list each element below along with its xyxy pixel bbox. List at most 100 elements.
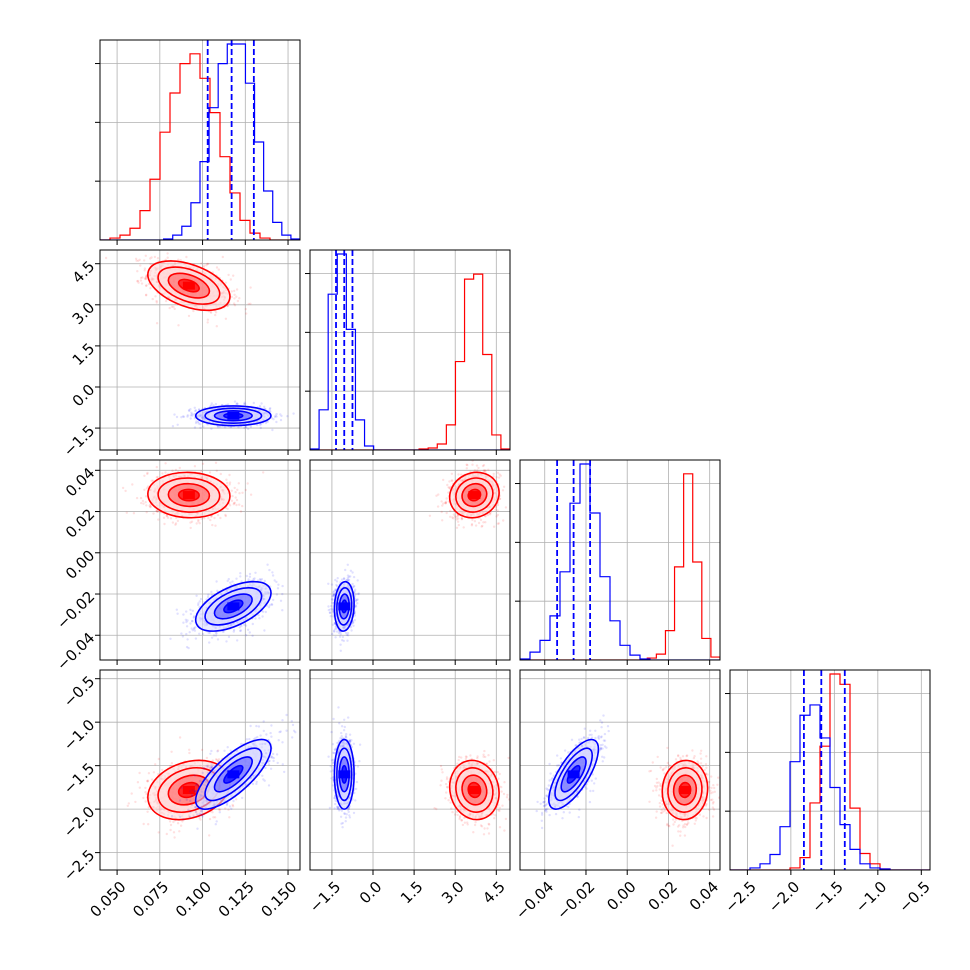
sample-point: [137, 259, 140, 262]
sample-point: [239, 629, 242, 633]
sample-point: [465, 467, 468, 470]
sample-point: [237, 482, 240, 485]
sample-point: [269, 407, 272, 410]
sample-point: [136, 270, 139, 273]
sample-point: [275, 412, 278, 416]
sample-point: [263, 629, 266, 632]
sample-point: [270, 603, 274, 606]
sample-point: [281, 592, 284, 596]
sample-point: [481, 524, 484, 528]
y-tick-label: 1.5: [69, 340, 99, 370]
sample-point: [153, 255, 157, 259]
sample-point: [189, 612, 193, 616]
y-tick-label: 0.0: [69, 381, 99, 411]
sample-point: [240, 580, 243, 583]
sample-point: [233, 486, 236, 490]
sample-point: [226, 481, 229, 485]
sample-point: [157, 518, 160, 521]
sample-point: [207, 517, 210, 520]
sample-point: [231, 494, 234, 498]
sample-point: [186, 638, 189, 641]
sample-point: [492, 525, 496, 528]
sample-point: [484, 470, 487, 473]
sample-point: [243, 426, 246, 430]
sample-point: [487, 468, 490, 471]
sample-point: [149, 262, 152, 266]
sample-point: [428, 514, 432, 517]
sample-point: [199, 426, 202, 429]
sample-point: [155, 509, 158, 513]
sample-point: [233, 304, 237, 307]
sample-point: [187, 646, 190, 650]
sample-point: [203, 264, 206, 267]
sample-point: [143, 488, 146, 491]
panel-frame: [99, 39, 301, 241]
sample-point: [455, 518, 458, 521]
sample-point: [281, 609, 284, 612]
sample-point: [451, 516, 454, 519]
sample-point: [214, 402, 218, 406]
sample-point: [264, 421, 268, 425]
sample-point: [247, 578, 250, 581]
sample-point: [261, 615, 264, 618]
sample-point: [145, 487, 149, 490]
sample-point: [275, 415, 278, 418]
panel-0-0: [95, 39, 301, 245]
sample-point: [174, 522, 178, 525]
sample-point: [482, 469, 486, 472]
sample-point: [232, 274, 235, 277]
sample-point: [477, 466, 480, 470]
sample-point: [185, 610, 188, 613]
sample-point: [254, 617, 257, 620]
sample-point: [236, 639, 239, 642]
sample-point: [209, 310, 212, 313]
panel-frame: [309, 249, 511, 451]
sample-point: [166, 516, 170, 519]
sample-point: [484, 469, 487, 472]
panel-body: [310, 460, 510, 660]
sample-point: [149, 287, 152, 290]
sample-point: [226, 579, 229, 583]
sample-point: [496, 509, 499, 512]
panel-frame: [99, 459, 301, 661]
sample-point: [139, 279, 143, 282]
sample-point: [248, 572, 252, 576]
y-tick-label: 4.5: [69, 257, 99, 287]
sample-point: [450, 472, 454, 475]
sample-point: [155, 299, 158, 303]
sample-point: [165, 514, 169, 518]
sample-point: [338, 635, 342, 638]
sample-point: [475, 464, 479, 467]
sample-point: [270, 603, 273, 606]
sample-point: [193, 465, 197, 468]
histogram-1: [100, 43, 300, 240]
sample-point: [274, 414, 277, 417]
density-peak-1: [227, 602, 240, 611]
y-tick-label: 3.0: [69, 298, 99, 328]
sample-point: [440, 510, 443, 514]
sample-point: [224, 317, 228, 320]
sample-point: [189, 608, 192, 611]
sample-point: [251, 622, 254, 626]
sample-point: [199, 597, 203, 601]
sample-point: [449, 515, 452, 518]
sample-point: [138, 258, 141, 261]
sample-point: [194, 421, 198, 425]
sample-point: [241, 491, 244, 494]
sample-point: [245, 574, 248, 578]
panel-body: [100, 250, 300, 450]
sample-point: [197, 603, 200, 607]
sample-point: [143, 269, 146, 272]
sample-point: [186, 414, 189, 417]
sample-point: [192, 309, 195, 313]
sample-point: [254, 571, 257, 574]
sample-point: [155, 322, 159, 325]
sample-point: [279, 413, 282, 416]
sample-point: [252, 578, 255, 581]
sample-point: [227, 635, 231, 639]
sample-point: [121, 486, 125, 490]
sample-point: [201, 632, 205, 636]
sample-point: [235, 577, 238, 580]
sample-point: [276, 587, 280, 590]
sample-point: [198, 632, 201, 635]
